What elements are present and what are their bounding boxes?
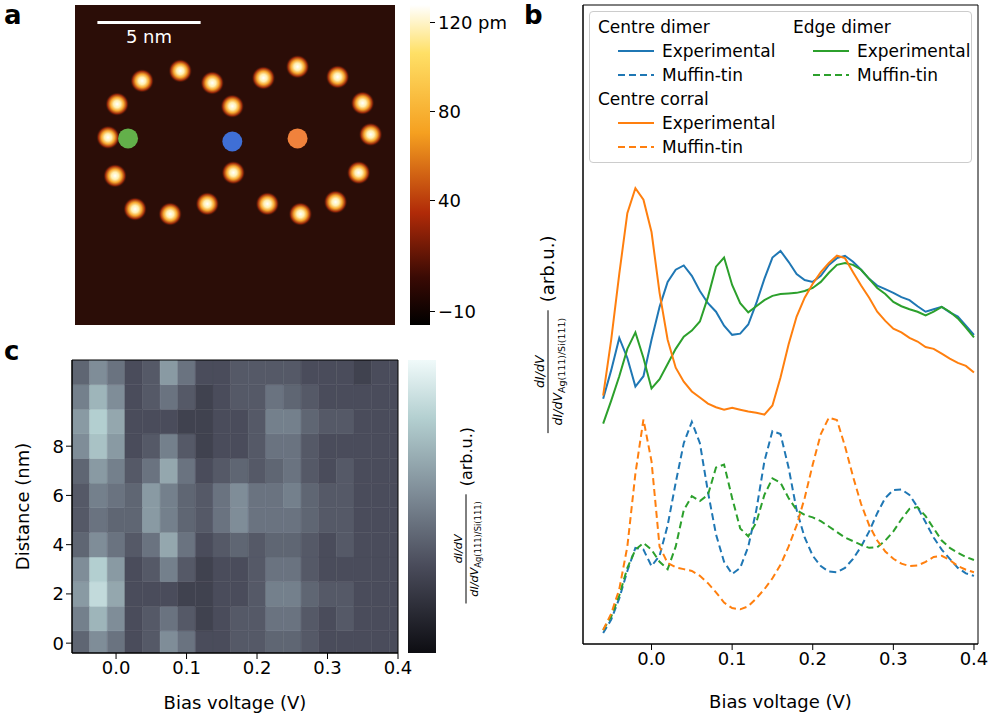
svg-text:(arb.u.): (arb.u.)	[457, 427, 476, 486]
svg-text:Distance (nm): Distance (nm)	[12, 443, 33, 570]
html-text:120 pm: 120 pm	[438, 11, 507, 33]
svg-text:0.1: 0.1	[172, 657, 201, 678]
svg-text:Bias voltage (V): Bias voltage (V)	[709, 691, 852, 712]
html-text:Experimental: Experimental	[857, 41, 971, 61]
html-text:b: b	[524, 0, 543, 30]
html-text:Muffin-tin: Muffin-tin	[662, 65, 743, 85]
html-text:Experimental: Experimental	[662, 113, 776, 133]
svg-text:0.3: 0.3	[879, 648, 908, 669]
html-text:5 nm: 5 nm	[125, 25, 173, 47]
svg-text:0.2: 0.2	[243, 657, 272, 678]
html-text:40: 40	[438, 189, 461, 211]
html-text:Muffin-tin: Muffin-tin	[857, 65, 938, 85]
svg-text:6: 6	[53, 485, 64, 506]
svg-text:0.2: 0.2	[798, 648, 827, 669]
svg-text:0.4: 0.4	[384, 657, 413, 678]
svg-text:0.4: 0.4	[960, 648, 989, 669]
svg-text:0: 0	[53, 633, 64, 654]
svg-text:2: 2	[53, 583, 64, 604]
html-text:Muffin-tin: Muffin-tin	[662, 137, 743, 157]
svg-text:dI/dV: dI/dV	[452, 533, 465, 563]
html-text:a: a	[4, 0, 22, 30]
svg-text:0.1: 0.1	[718, 648, 747, 669]
html-text:Centre dimer: Centre dimer	[598, 17, 710, 37]
html-text:c: c	[4, 336, 20, 366]
html-text:−10: −10	[438, 300, 476, 322]
svg-text:0.0: 0.0	[637, 648, 666, 669]
svg-text:dI/dVAg(111)/Si(111): dI/dVAg(111)/Si(111)	[550, 318, 567, 426]
html-text:Edge dimer: Edge dimer	[793, 17, 891, 37]
html-text:Experimental: Experimental	[662, 41, 776, 61]
html-text:80: 80	[438, 100, 461, 122]
svg-text:8: 8	[53, 436, 64, 457]
svg-text:4: 4	[53, 534, 64, 555]
svg-text:Bias voltage (V): Bias voltage (V)	[164, 692, 307, 713]
svg-text:0.3: 0.3	[313, 657, 342, 678]
svg-text:dI/dV: dI/dV	[532, 354, 547, 388]
html-text:Centre corral: Centre corral	[598, 89, 709, 109]
svg-text:0.0: 0.0	[102, 657, 131, 678]
svg-text:dI/dVAg(111)/Si(111): dI/dVAg(111)/Si(111)	[468, 501, 483, 597]
svg-text:(arb.u.): (arb.u.)	[537, 236, 558, 303]
